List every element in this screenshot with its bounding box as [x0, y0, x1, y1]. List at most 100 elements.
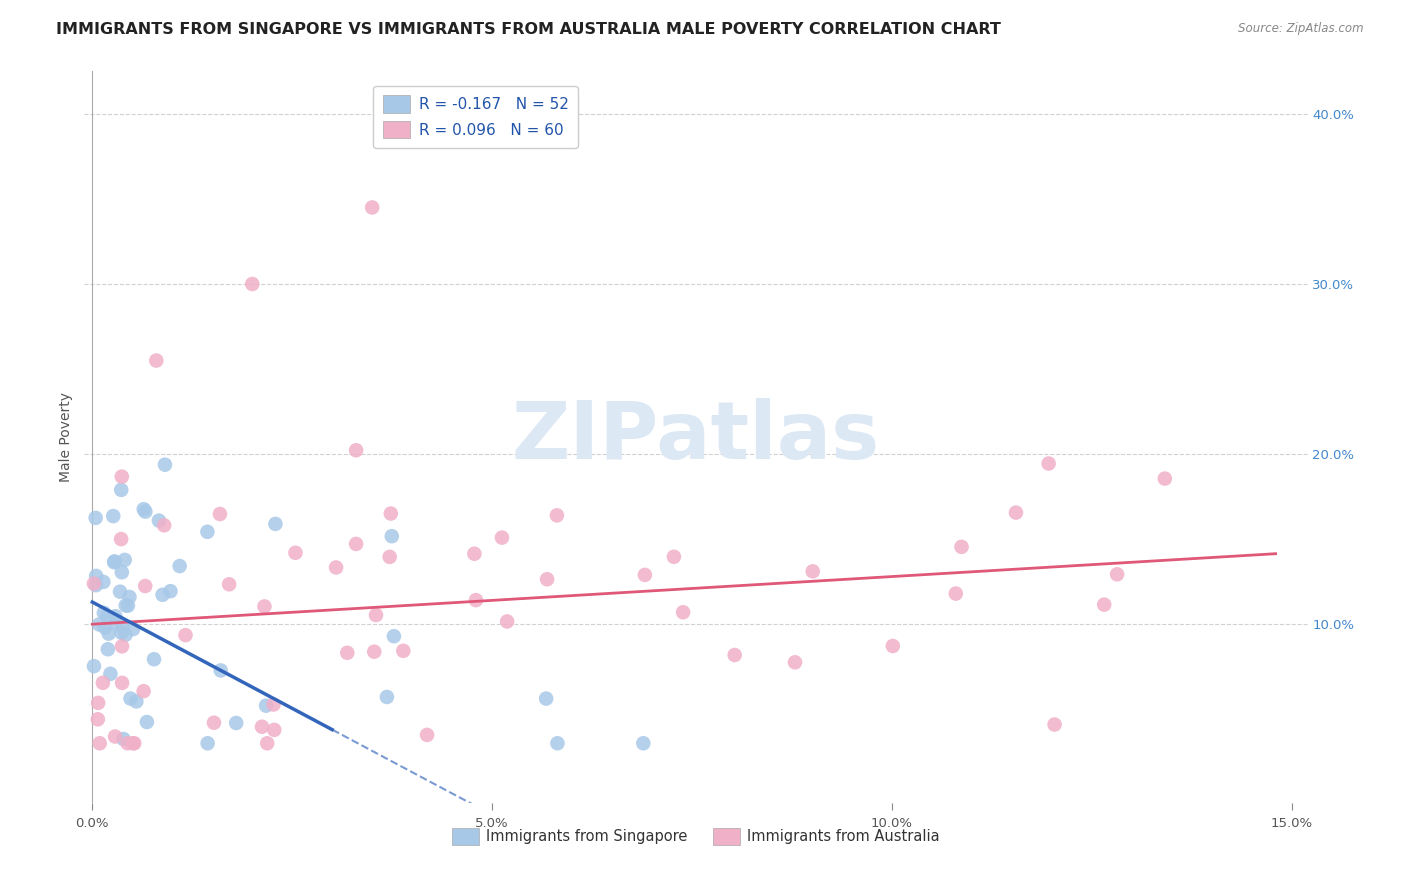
Point: [546, 736, 568, 750]
Point: [634, 568, 657, 582]
Point: [945, 586, 967, 600]
Point: [135, 714, 157, 729]
Point: [546, 508, 568, 523]
Point: [382, 629, 405, 643]
Text: Source: ZipAtlas.com: Source: ZipAtlas.com: [1239, 22, 1364, 36]
Point: [118, 590, 141, 604]
Point: [111, 620, 134, 634]
Point: [134, 505, 156, 519]
Point: [534, 691, 557, 706]
Point: [148, 514, 170, 528]
Point: [110, 483, 132, 497]
Point: [114, 628, 136, 642]
Point: [143, 652, 166, 666]
Point: [91, 675, 114, 690]
Point: [93, 606, 115, 620]
Point: [117, 599, 139, 613]
Point: [264, 516, 287, 531]
Point: [97, 626, 120, 640]
Point: [380, 507, 402, 521]
Point: [381, 529, 404, 543]
Point: [125, 694, 148, 708]
Point: [1043, 717, 1066, 731]
Point: [950, 540, 973, 554]
Point: [496, 615, 519, 629]
Point: [134, 579, 156, 593]
Point: [120, 691, 142, 706]
Point: [378, 549, 401, 564]
Point: [225, 716, 247, 731]
Legend: Immigrants from Singapore, Immigrants from Australia: Immigrants from Singapore, Immigrants fr…: [447, 822, 945, 850]
Point: [375, 690, 398, 704]
Point: [122, 736, 145, 750]
Point: [208, 507, 231, 521]
Point: [325, 560, 347, 574]
Point: [662, 549, 685, 564]
Point: [169, 559, 191, 574]
Point: [83, 659, 105, 673]
Point: [83, 576, 105, 591]
Point: [1005, 506, 1028, 520]
Point: [801, 565, 824, 579]
Point: [363, 645, 385, 659]
Point: [218, 577, 240, 591]
Point: [263, 723, 285, 737]
Point: [209, 664, 232, 678]
Point: [103, 509, 125, 524]
Point: [153, 458, 176, 472]
Point: [108, 584, 131, 599]
Point: [344, 537, 367, 551]
Point: [111, 566, 134, 580]
Point: [1107, 567, 1129, 582]
Point: [536, 572, 558, 586]
Point: [672, 605, 695, 619]
Point: [197, 524, 219, 539]
Point: [84, 569, 107, 583]
Point: [882, 639, 904, 653]
Point: [111, 469, 134, 483]
Point: [174, 628, 197, 642]
Point: [463, 547, 485, 561]
Point: [87, 712, 110, 726]
Point: [336, 646, 359, 660]
Point: [633, 736, 655, 750]
Point: [104, 609, 127, 624]
Point: [97, 642, 120, 657]
Point: [153, 518, 176, 533]
Point: [254, 698, 277, 713]
Point: [84, 511, 107, 525]
Point: [104, 730, 127, 744]
Point: [256, 736, 278, 750]
Point: [361, 201, 384, 215]
Point: [87, 696, 110, 710]
Point: [724, 648, 747, 662]
Point: [132, 502, 155, 516]
Point: [159, 584, 181, 599]
Point: [89, 736, 111, 750]
Point: [263, 698, 285, 712]
Point: [1092, 598, 1115, 612]
Point: [250, 720, 273, 734]
Text: ZIPatlas: ZIPatlas: [512, 398, 880, 476]
Point: [783, 655, 806, 669]
Point: [344, 443, 367, 458]
Point: [122, 622, 145, 636]
Point: [117, 736, 139, 750]
Point: [197, 736, 219, 750]
Point: [103, 554, 125, 568]
Text: IMMIGRANTS FROM SINGAPORE VS IMMIGRANTS FROM AUSTRALIA MALE POVERTY CORRELATION : IMMIGRANTS FROM SINGAPORE VS IMMIGRANTS …: [56, 22, 1001, 37]
Point: [110, 532, 132, 546]
Point: [253, 599, 276, 614]
Point: [100, 666, 122, 681]
Point: [1038, 457, 1060, 471]
Point: [84, 578, 107, 592]
Point: [111, 676, 134, 690]
Point: [240, 277, 263, 291]
Point: [112, 732, 135, 747]
Y-axis label: Male Poverty: Male Poverty: [59, 392, 73, 482]
Point: [416, 728, 439, 742]
Point: [94, 621, 117, 635]
Point: [145, 353, 167, 368]
Point: [93, 574, 115, 589]
Point: [202, 715, 225, 730]
